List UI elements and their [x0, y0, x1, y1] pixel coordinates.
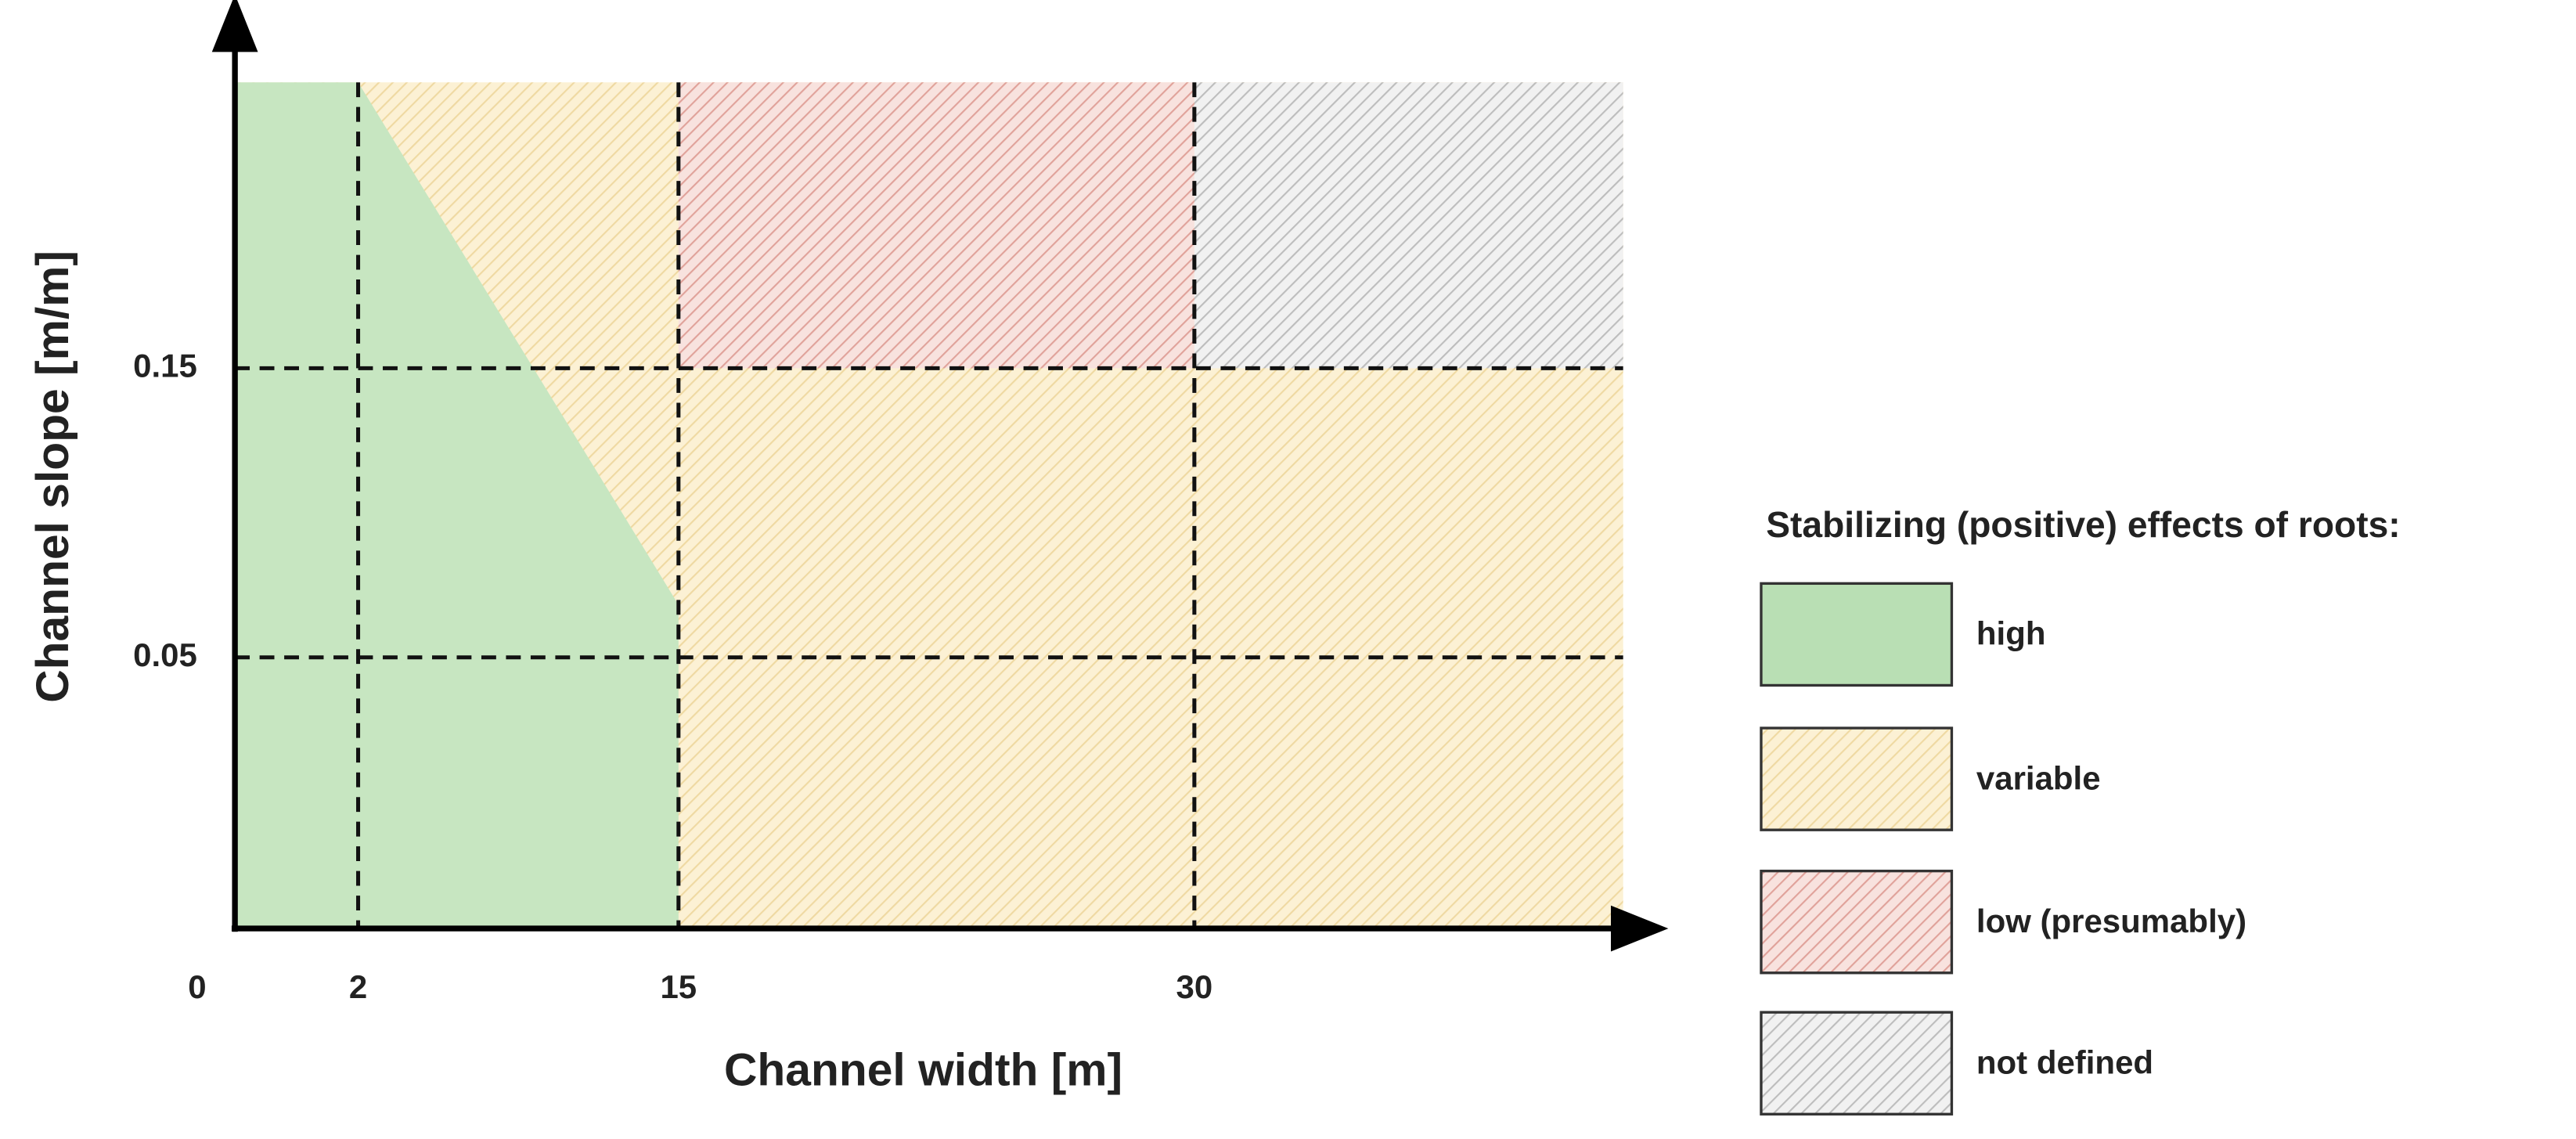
x-tick-label: 15	[660, 968, 697, 1005]
legend-label: variable	[1976, 759, 2101, 796]
legend-swatch	[1760, 869, 1954, 975]
x-tick-label: 30	[1176, 968, 1213, 1005]
y-tick-label: 0.05	[133, 636, 197, 673]
legend-label: not defined	[1976, 1043, 2153, 1080]
legend-title: Stabilizing (positive) effects of roots:	[1766, 504, 2400, 545]
region-not-defined	[1194, 82, 1623, 369]
x-tick-label: 0	[188, 968, 206, 1005]
legend-label: high	[1976, 615, 2046, 652]
y-axis-title: Channel slope [m/m]	[27, 251, 78, 703]
region-high	[235, 82, 679, 929]
legend-swatch	[1760, 582, 1954, 687]
legend-swatch	[1760, 1011, 1954, 1116]
x-axis-title: Channel width [m]	[724, 1044, 1122, 1095]
x-tick-label: 2	[349, 968, 367, 1005]
legend-label: low (presumably)	[1976, 903, 2246, 939]
y-tick-label: 0.15	[133, 347, 197, 384]
legend-swatch	[1760, 726, 1954, 831]
region-low	[678, 82, 1194, 369]
